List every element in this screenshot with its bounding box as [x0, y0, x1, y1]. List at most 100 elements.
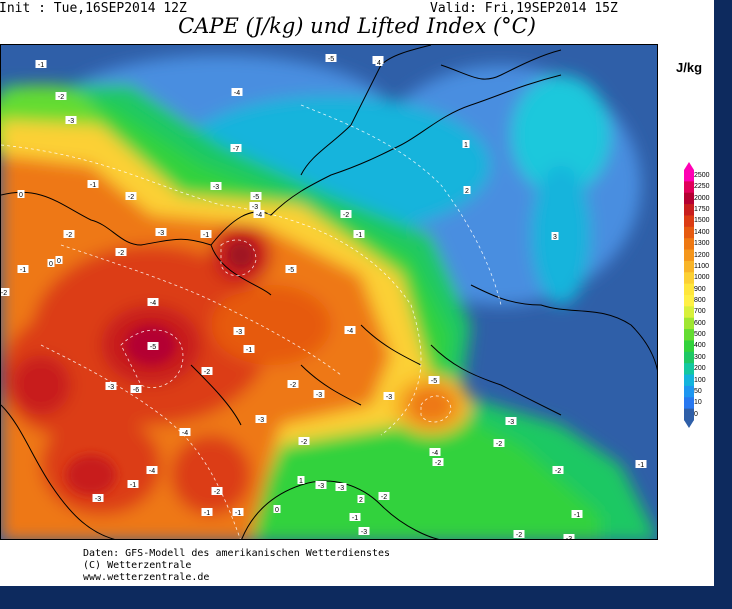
li-label-box: [358, 527, 370, 535]
li-label: -2: [435, 460, 441, 467]
li-label-box: [1, 288, 10, 296]
li-label-box: [463, 186, 471, 194]
li-label: -3: [316, 392, 322, 399]
li-label: -2: [381, 494, 387, 501]
colorbar-unit: J/kg: [676, 60, 703, 75]
li-label: -3: [213, 184, 219, 191]
li-label: 0: [275, 507, 279, 514]
li-label-box: [273, 505, 281, 513]
colorbar-swatch: [684, 374, 694, 387]
colorbar-level-label: 1750: [694, 206, 710, 214]
colorbar-level-label: 1200: [694, 251, 710, 259]
colorbar-swatch: [684, 306, 694, 319]
li-label: -7: [233, 146, 239, 153]
colorbar-swatch: [684, 283, 694, 296]
li-label: -3: [68, 118, 74, 125]
li-label: -1: [20, 267, 26, 274]
li-label-box: [65, 116, 77, 124]
li-label: -5: [431, 378, 437, 385]
colorbar-level-label: 500: [694, 331, 706, 339]
li-label: -3: [158, 230, 164, 237]
colorbar-level-label: 1400: [694, 228, 710, 236]
li-label-box: [429, 448, 441, 456]
colorbar-level-label: 2000: [694, 194, 710, 202]
colorbar-level-label: 2500: [694, 172, 710, 179]
li-label: -1: [638, 462, 644, 469]
colorbar-level-label: 2250: [694, 183, 710, 191]
colorbar-swatch: [684, 385, 694, 398]
li-label-box: [313, 390, 325, 398]
colorbar-level-label: 1500: [694, 217, 710, 225]
colorbar-level-label: 1300: [694, 240, 710, 248]
li-label-box: [147, 298, 159, 306]
credits-source: Daten: GFS-Modell des amerikanischen Wet…: [83, 548, 391, 559]
colorbar-level-label: 50: [694, 387, 702, 395]
li-label: 0: [57, 258, 61, 265]
li-label-box: [17, 190, 25, 198]
li-label: 1: [299, 478, 303, 485]
credits-url: www.wetterzentrale.de: [83, 572, 210, 583]
colorbar-swatch: [684, 170, 694, 182]
li-label: -1: [204, 510, 210, 517]
li-label: -5: [253, 194, 259, 201]
li-label: -1: [246, 347, 252, 354]
li-label-box: [250, 192, 262, 200]
colorbar-swatch: [684, 238, 694, 251]
li-label: -1: [356, 232, 362, 239]
colorbar-swatch: [684, 226, 694, 239]
li-label: -3: [95, 496, 101, 503]
li-label-box: [233, 327, 245, 335]
li-label: -4: [182, 430, 188, 437]
li-label: -2: [118, 250, 124, 257]
li-label: -1: [130, 482, 136, 489]
colorbar-swatch: [684, 204, 694, 216]
map-canvas: -1-2-3-4-5-6-701234-1-2-3-5-4-3-2-10-2-1…: [1, 45, 657, 540]
li-label: 2: [465, 188, 469, 195]
li-label-box: [115, 248, 127, 256]
li-label-box: [378, 492, 390, 500]
li-label: -2: [58, 94, 64, 101]
credits-copyright: (C) Wetterzentrale: [83, 560, 192, 571]
li-label-box: [211, 487, 223, 495]
li-label-box: [297, 476, 305, 484]
colorbar-swatch: [684, 215, 694, 228]
li-label-box: [505, 417, 517, 425]
li-label-box: [375, 58, 383, 66]
li-label: -4: [234, 90, 240, 97]
li-label: -3: [252, 204, 258, 211]
li-label-box: [551, 232, 559, 240]
li-label: -4: [149, 468, 155, 475]
li-label: -2: [66, 232, 72, 239]
li-label: -5: [328, 56, 334, 63]
li-label-box: [17, 265, 29, 273]
li-label-box: [325, 54, 337, 62]
li-label-box: [130, 385, 142, 393]
li-label: -2: [496, 441, 502, 448]
li-label-box: [340, 210, 352, 218]
li-label: 0: [49, 261, 53, 268]
li-label-box: [552, 466, 564, 474]
li-label: -4: [432, 450, 438, 457]
li-label: -3: [566, 536, 572, 540]
li-label-box: [55, 92, 67, 100]
li-label-box: [255, 415, 267, 423]
li-label-box: [230, 144, 242, 152]
li-label-box: [105, 382, 117, 390]
li-label: -2: [290, 382, 296, 389]
li-label-box: [35, 60, 47, 68]
colorbar-level-label: 600: [694, 319, 706, 327]
credits: Daten: GFS-Modell des amerikanischen Wet…: [83, 548, 390, 584]
li-label-box: [125, 192, 137, 200]
colorbar-level-label: 100: [694, 376, 706, 384]
init-time: Init : Tue,16SEP2014 12Z: [0, 1, 187, 16]
li-label: -3: [108, 384, 114, 391]
li-label-box: [243, 345, 255, 353]
li-label: -4: [347, 328, 353, 335]
colorbar-level-label: 1100: [694, 262, 710, 270]
li-label: -1: [352, 515, 358, 522]
li-label: -1: [90, 182, 96, 189]
li-label-box: [335, 483, 347, 491]
colorbar-level-label: 10: [694, 399, 702, 407]
colorbar-level-label: 300: [694, 353, 706, 361]
li-label: -3: [236, 329, 242, 336]
